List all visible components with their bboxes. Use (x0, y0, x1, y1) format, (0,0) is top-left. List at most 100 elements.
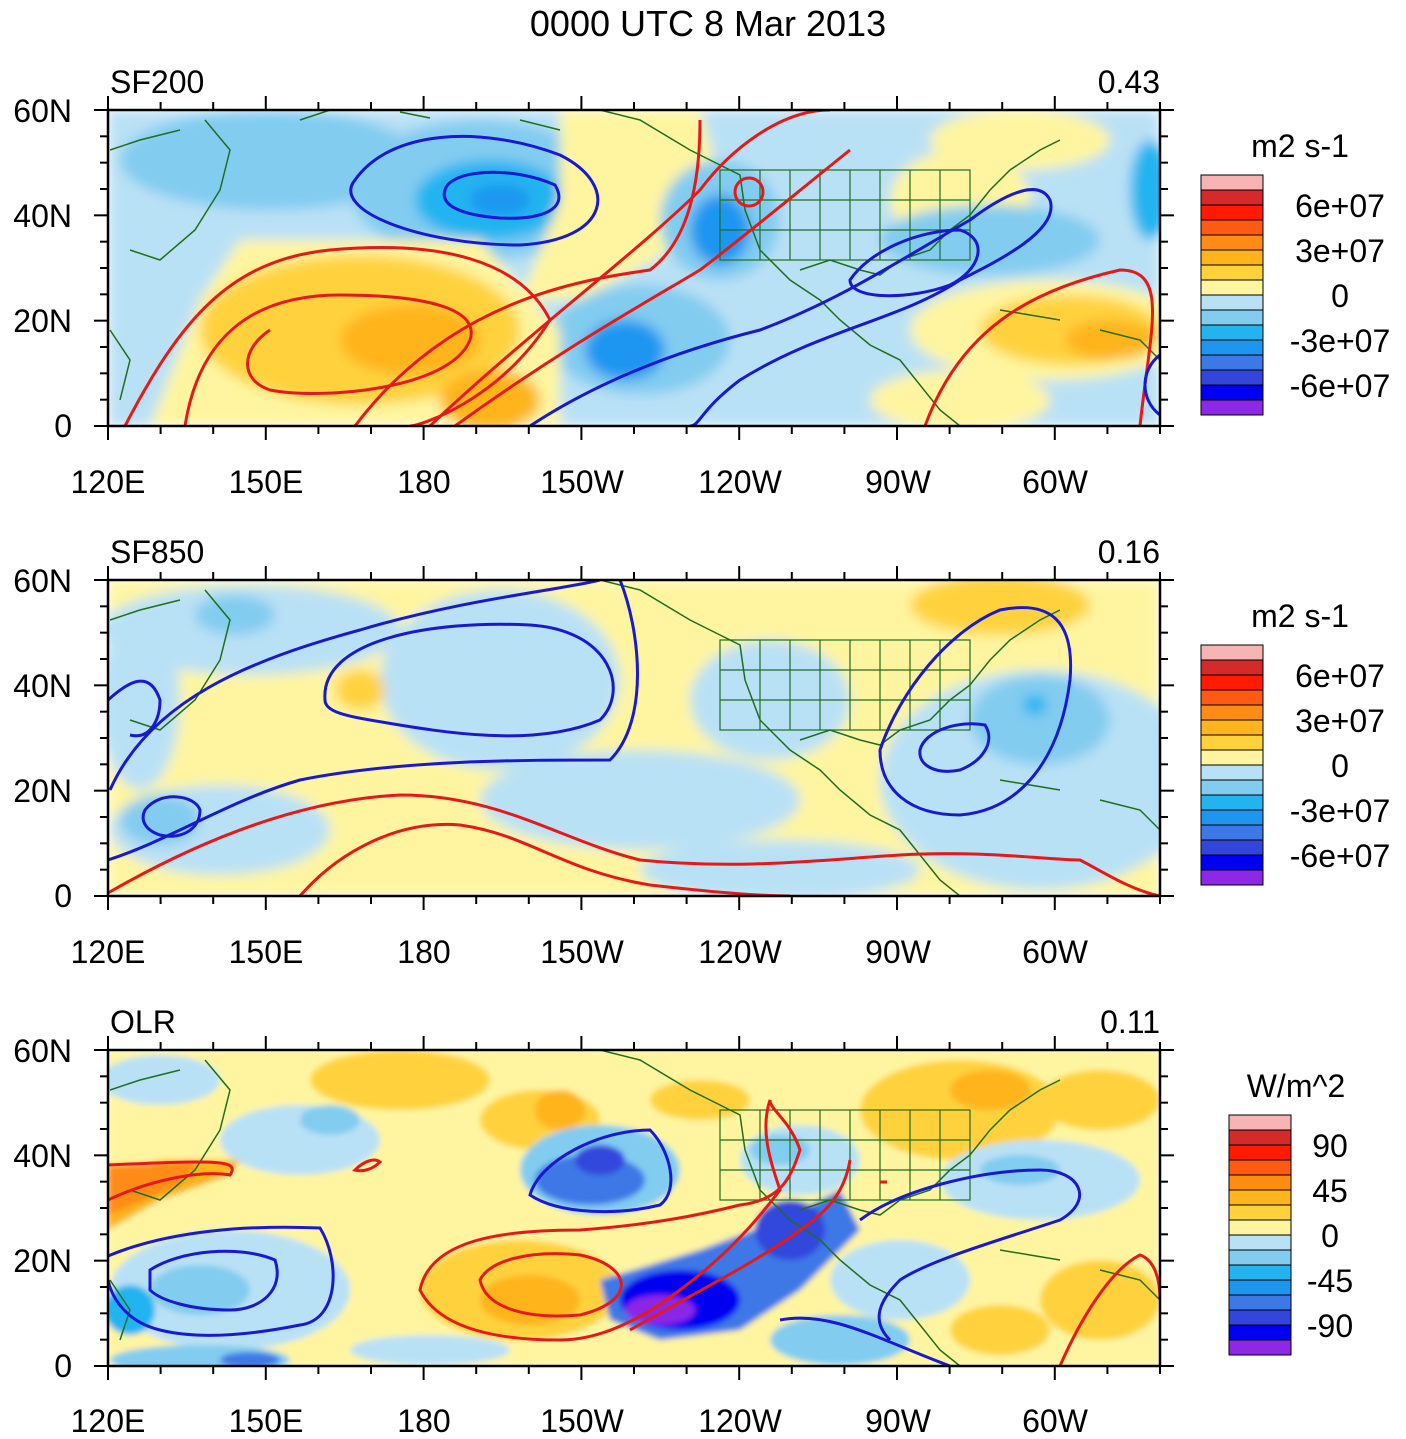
y-tick-label: 0 (54, 408, 72, 444)
colorbar-swatch (1200, 839, 1264, 856)
colorbar-label: -6e+07 (1290, 368, 1391, 404)
sf200-tick-marks (94, 96, 1174, 440)
colorbar-label: 90 (1312, 1128, 1348, 1164)
olr-shading (108, 1050, 1160, 1366)
colorbar-swatch (1228, 1324, 1292, 1341)
olr-correlation: 0.11 (1100, 1004, 1160, 1040)
colorbar-label: 3e+07 (1295, 233, 1385, 269)
y-tick-label: 20N (13, 773, 72, 809)
colorbar-swatch (1228, 1114, 1292, 1131)
colorbar-swatch (1200, 324, 1264, 341)
y-tick-label: 0 (54, 878, 72, 914)
sf200-coastlines (109, 110, 1160, 426)
sf850-us-states (719, 639, 971, 731)
sf850-colorbar-units: m2 s-1 (1251, 598, 1349, 634)
panel-sf850: SF850 0.16 60N 40N 20N 0 120E 150E 180 1… (13, 534, 1390, 970)
y-tick-label: 40N (13, 198, 72, 234)
colorbar-swatch (1200, 294, 1264, 311)
olr-us-states (719, 1109, 971, 1201)
colorbar-swatch (1200, 219, 1264, 236)
colorbar-swatch (1228, 1264, 1292, 1281)
olr-map (108, 1050, 1160, 1366)
y-tick-label: 40N (13, 668, 72, 704)
colorbar-swatch (1200, 659, 1264, 676)
x-tick-label: 60W (1022, 934, 1089, 970)
colorbar-label: 6e+07 (1295, 188, 1385, 224)
colorbar-swatch (1200, 204, 1264, 221)
colorbar-swatch (1200, 309, 1264, 326)
x-tick-label: 150W (540, 934, 624, 970)
colorbar-swatch (1228, 1339, 1292, 1356)
x-tick-label: 120W (698, 464, 782, 500)
colorbar-swatch (1200, 644, 1264, 661)
colorbar-swatch (1200, 704, 1264, 721)
colorbar-swatch (1228, 1309, 1292, 1326)
sf850-colorbar-labels: 6e+07 3e+07 0 -3e+07 -6e+07 (1290, 658, 1391, 874)
olr-colorbar-units: W/m^2 (1247, 1068, 1346, 1104)
olr-tick-marks (94, 1036, 1174, 1380)
colorbar-swatch (1200, 189, 1264, 206)
y-tick-label: 40N (13, 1138, 72, 1174)
sf200-y-tick-labels: 60N 40N 20N 0 (13, 93, 72, 444)
x-tick-label: 150E (229, 464, 304, 500)
colorbar-swatch (1228, 1144, 1292, 1161)
x-tick-label: 150W (540, 1403, 624, 1439)
colorbar-swatch (1200, 674, 1264, 691)
sf850-x-tick-labels: 120E 150E 180 150W 120W 90W 60W (71, 934, 1089, 970)
sf200-x-tick-labels: 120E 150E 180 150W 120W 90W 60W (71, 464, 1089, 500)
colorbar-swatch (1228, 1174, 1292, 1191)
colorbar-swatch (1200, 384, 1264, 401)
x-tick-label: 120W (698, 934, 782, 970)
colorbar-swatch (1228, 1234, 1292, 1251)
olr-label: OLR (110, 1004, 176, 1040)
colorbar-swatch (1228, 1189, 1292, 1206)
y-tick-label: 20N (13, 303, 72, 339)
sf200-correlation: 0.43 (1098, 64, 1160, 100)
olr-x-tick-labels: 120E 150E 180 150W 120W 90W 60W (71, 1403, 1089, 1439)
colorbar-swatch (1200, 734, 1264, 751)
x-tick-label: 120E (71, 464, 146, 500)
colorbar-swatch (1200, 234, 1264, 251)
colorbar-swatch (1228, 1204, 1292, 1221)
sf200-colorbar (1200, 174, 1264, 416)
x-tick-label: 180 (397, 934, 450, 970)
x-tick-label: 90W (865, 934, 932, 970)
colorbar-swatch (1200, 279, 1264, 296)
x-tick-label: 60W (1022, 1403, 1089, 1439)
colorbar-swatch (1200, 249, 1264, 266)
sf850-contours (108, 580, 1160, 896)
y-tick-label: 60N (13, 1033, 72, 1069)
x-tick-label: 180 (397, 464, 450, 500)
sf850-colorbar (1200, 644, 1264, 886)
x-tick-label: 90W (865, 1403, 932, 1439)
colorbar-label: 0 (1331, 278, 1349, 314)
sf200-us-states (719, 169, 971, 261)
y-tick-label: 20N (13, 1243, 72, 1279)
x-tick-label: 120E (71, 934, 146, 970)
colorbar-swatch (1228, 1219, 1292, 1236)
y-tick-label: 0 (54, 1348, 72, 1384)
colorbar-swatch (1228, 1129, 1292, 1146)
y-tick-label: 60N (13, 563, 72, 599)
olr-colorbar-labels: 90 45 0 -45 -90 (1307, 1128, 1353, 1344)
x-tick-label: 120W (698, 1403, 782, 1439)
colorbar-swatch (1200, 779, 1264, 796)
colorbar-label: -3e+07 (1290, 793, 1391, 829)
colorbar-label: 45 (1312, 1173, 1348, 1209)
sf850-map (108, 580, 1160, 896)
colorbar-label: 6e+07 (1295, 658, 1385, 694)
colorbar-swatch (1200, 339, 1264, 356)
sf200-colorbar-labels: 6e+07 3e+07 0 -3e+07 -6e+07 (1290, 188, 1391, 404)
colorbar-swatch (1228, 1294, 1292, 1311)
sf200-map (108, 110, 1160, 426)
colorbar-label: -6e+07 (1290, 838, 1391, 874)
y-tick-label: 60N (13, 93, 72, 129)
olr-colorbar (1228, 1114, 1292, 1356)
x-tick-label: 90W (865, 464, 932, 500)
sf850-tick-marks (94, 566, 1174, 910)
sf200-colorbar-units: m2 s-1 (1251, 128, 1349, 164)
colorbar-swatch (1200, 749, 1264, 766)
olr-y-tick-labels: 60N 40N 20N 0 (13, 1033, 72, 1384)
colorbar-label: 0 (1331, 748, 1349, 784)
